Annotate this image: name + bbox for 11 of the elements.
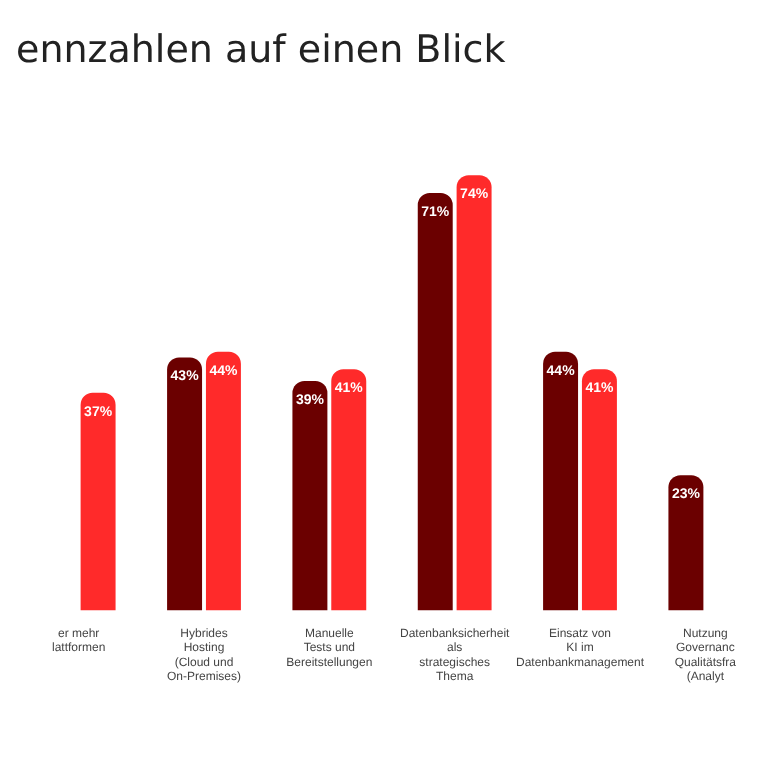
bar [456, 175, 492, 611]
bar [417, 192, 453, 611]
bar [331, 369, 367, 611]
bar [668, 475, 704, 611]
bar [167, 357, 203, 611]
bar [543, 351, 579, 611]
bar [80, 392, 116, 611]
bar [581, 369, 617, 611]
bar [292, 381, 328, 611]
chart-title: ennzahlen auf einen Blick [16, 28, 508, 72]
bar [205, 351, 241, 611]
